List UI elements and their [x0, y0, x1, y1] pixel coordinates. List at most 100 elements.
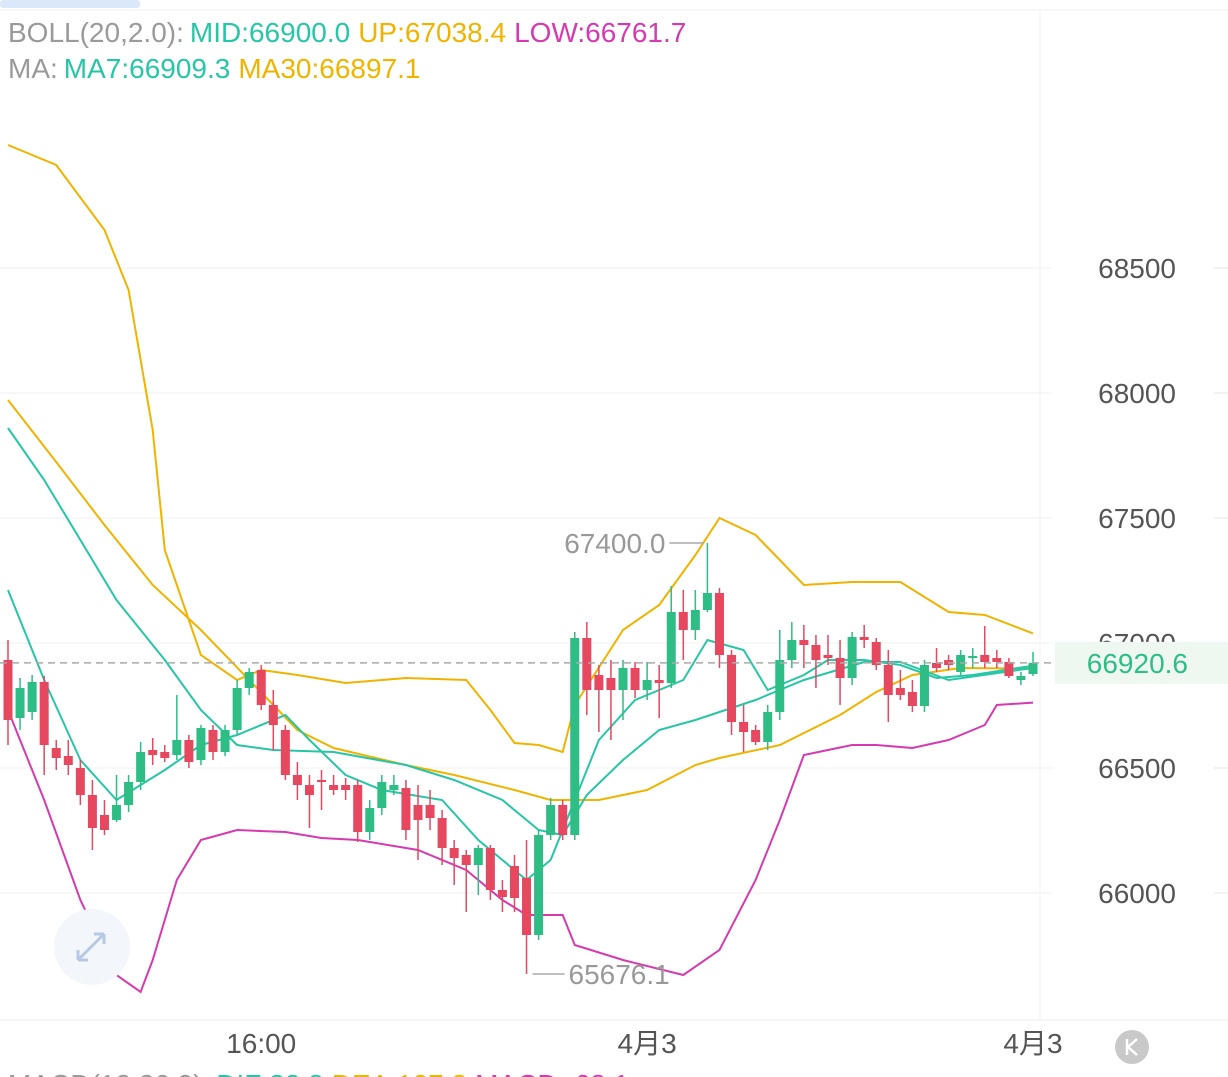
candle-body — [437, 818, 447, 848]
candle-body — [919, 665, 929, 706]
candle-body — [365, 808, 375, 832]
candle-body — [87, 795, 97, 828]
candle-body — [51, 748, 61, 758]
legend-label: MACD(12,26,9): — [8, 1069, 210, 1077]
expand-icon — [76, 932, 106, 962]
candle-body — [377, 782, 387, 808]
candle-body — [763, 712, 773, 742]
candle-body — [992, 658, 1002, 662]
candle-body — [883, 665, 893, 695]
candle-body — [618, 668, 628, 690]
annotation-label: 67400.0 — [564, 528, 665, 559]
candle-body — [835, 658, 845, 678]
k-button[interactable] — [1115, 1030, 1149, 1064]
indicator-line — [7, 399, 1034, 801]
candle-body — [895, 688, 905, 695]
y-tick-label: 66500 — [1098, 753, 1176, 784]
candle-body — [775, 660, 785, 712]
legend-entry: MA30:66897.1 — [238, 53, 420, 84]
candle-body — [112, 805, 122, 820]
candle-body — [485, 848, 495, 890]
candle-body — [63, 756, 73, 765]
candle-body — [317, 780, 327, 782]
candle-body — [932, 663, 942, 668]
candle-body — [714, 593, 724, 655]
candle-body — [811, 645, 821, 660]
y-tick-label: 68500 — [1098, 253, 1176, 284]
candle-body — [413, 805, 423, 820]
candle-body — [702, 593, 712, 610]
indicator-line — [7, 427, 1034, 837]
candle-body — [280, 730, 290, 775]
candle-body — [256, 670, 266, 705]
plot-area — [3, 144, 1038, 994]
last-price-tag — [1055, 641, 1228, 684]
candle-body — [220, 730, 230, 752]
candle-body — [654, 680, 664, 683]
candle-body — [353, 785, 363, 832]
candle-body — [907, 692, 917, 706]
candle-body — [27, 682, 37, 712]
legend-entry: UP:67038.4 — [358, 17, 506, 48]
candle-body — [172, 740, 182, 755]
candle-body — [871, 642, 881, 665]
top-tab — [0, 0, 140, 8]
candle-body — [232, 688, 242, 730]
candle-body — [606, 678, 616, 690]
candle-body — [304, 785, 314, 795]
candle-body — [799, 640, 809, 645]
indicator-line — [7, 589, 1034, 882]
candle-body — [329, 785, 339, 790]
k-icon — [1125, 1038, 1138, 1056]
candle-body — [558, 805, 568, 835]
candle-body — [594, 675, 604, 690]
x-tick-label: 4月3 — [1003, 1028, 1062, 1059]
candle-body — [509, 866, 519, 898]
grid: 660006650067000675006800068500 — [0, 253, 1228, 909]
candle-body — [522, 878, 532, 935]
candle-body — [751, 730, 761, 742]
candle-body — [968, 656, 978, 658]
overlay: 66920.6 67400.0 65676.1 — [0, 528, 1228, 990]
candle-body — [449, 848, 459, 858]
candle-body — [546, 805, 556, 835]
indicator-line — [7, 144, 1034, 754]
candle-body — [739, 722, 749, 732]
candle-body — [727, 655, 737, 722]
candle-body — [534, 835, 544, 935]
candle-body — [497, 890, 507, 897]
legend-entry: LOW:66761.7 — [514, 17, 686, 48]
candle-body — [160, 752, 170, 758]
candle-body — [425, 805, 435, 818]
candle-body — [980, 655, 990, 662]
x-tick-label: 4月3 — [618, 1028, 677, 1059]
candle-body — [678, 612, 688, 630]
candle-body — [389, 785, 399, 790]
candle-body — [39, 682, 49, 745]
last-price-label: 66920.6 — [1087, 648, 1188, 679]
candle-body — [473, 848, 483, 865]
candle-body — [642, 680, 652, 690]
candle-body — [3, 660, 13, 720]
legend-label: MA: — [8, 53, 58, 84]
candle-body — [75, 768, 85, 795]
indicator-line — [7, 701, 1034, 994]
legend-entry: MACD:-68.1 — [475, 1069, 629, 1077]
candle-body — [1028, 662, 1038, 674]
y-tick-label: 68000 — [1098, 378, 1176, 409]
candle-body — [136, 752, 146, 782]
candle-body — [124, 782, 134, 805]
candle-body — [1016, 676, 1026, 680]
candle-body — [847, 637, 857, 678]
candle-body — [15, 688, 25, 718]
legend-entry: DEA:107.8 — [332, 1069, 467, 1077]
candle-body — [401, 788, 411, 830]
candle-body — [859, 637, 869, 640]
legend-label: BOLL(20,2.0): — [8, 17, 184, 48]
candle-body — [666, 612, 676, 683]
legend-entry: MID:66900.0 — [190, 17, 350, 48]
candle-body — [690, 610, 700, 630]
candle-body — [570, 638, 580, 835]
